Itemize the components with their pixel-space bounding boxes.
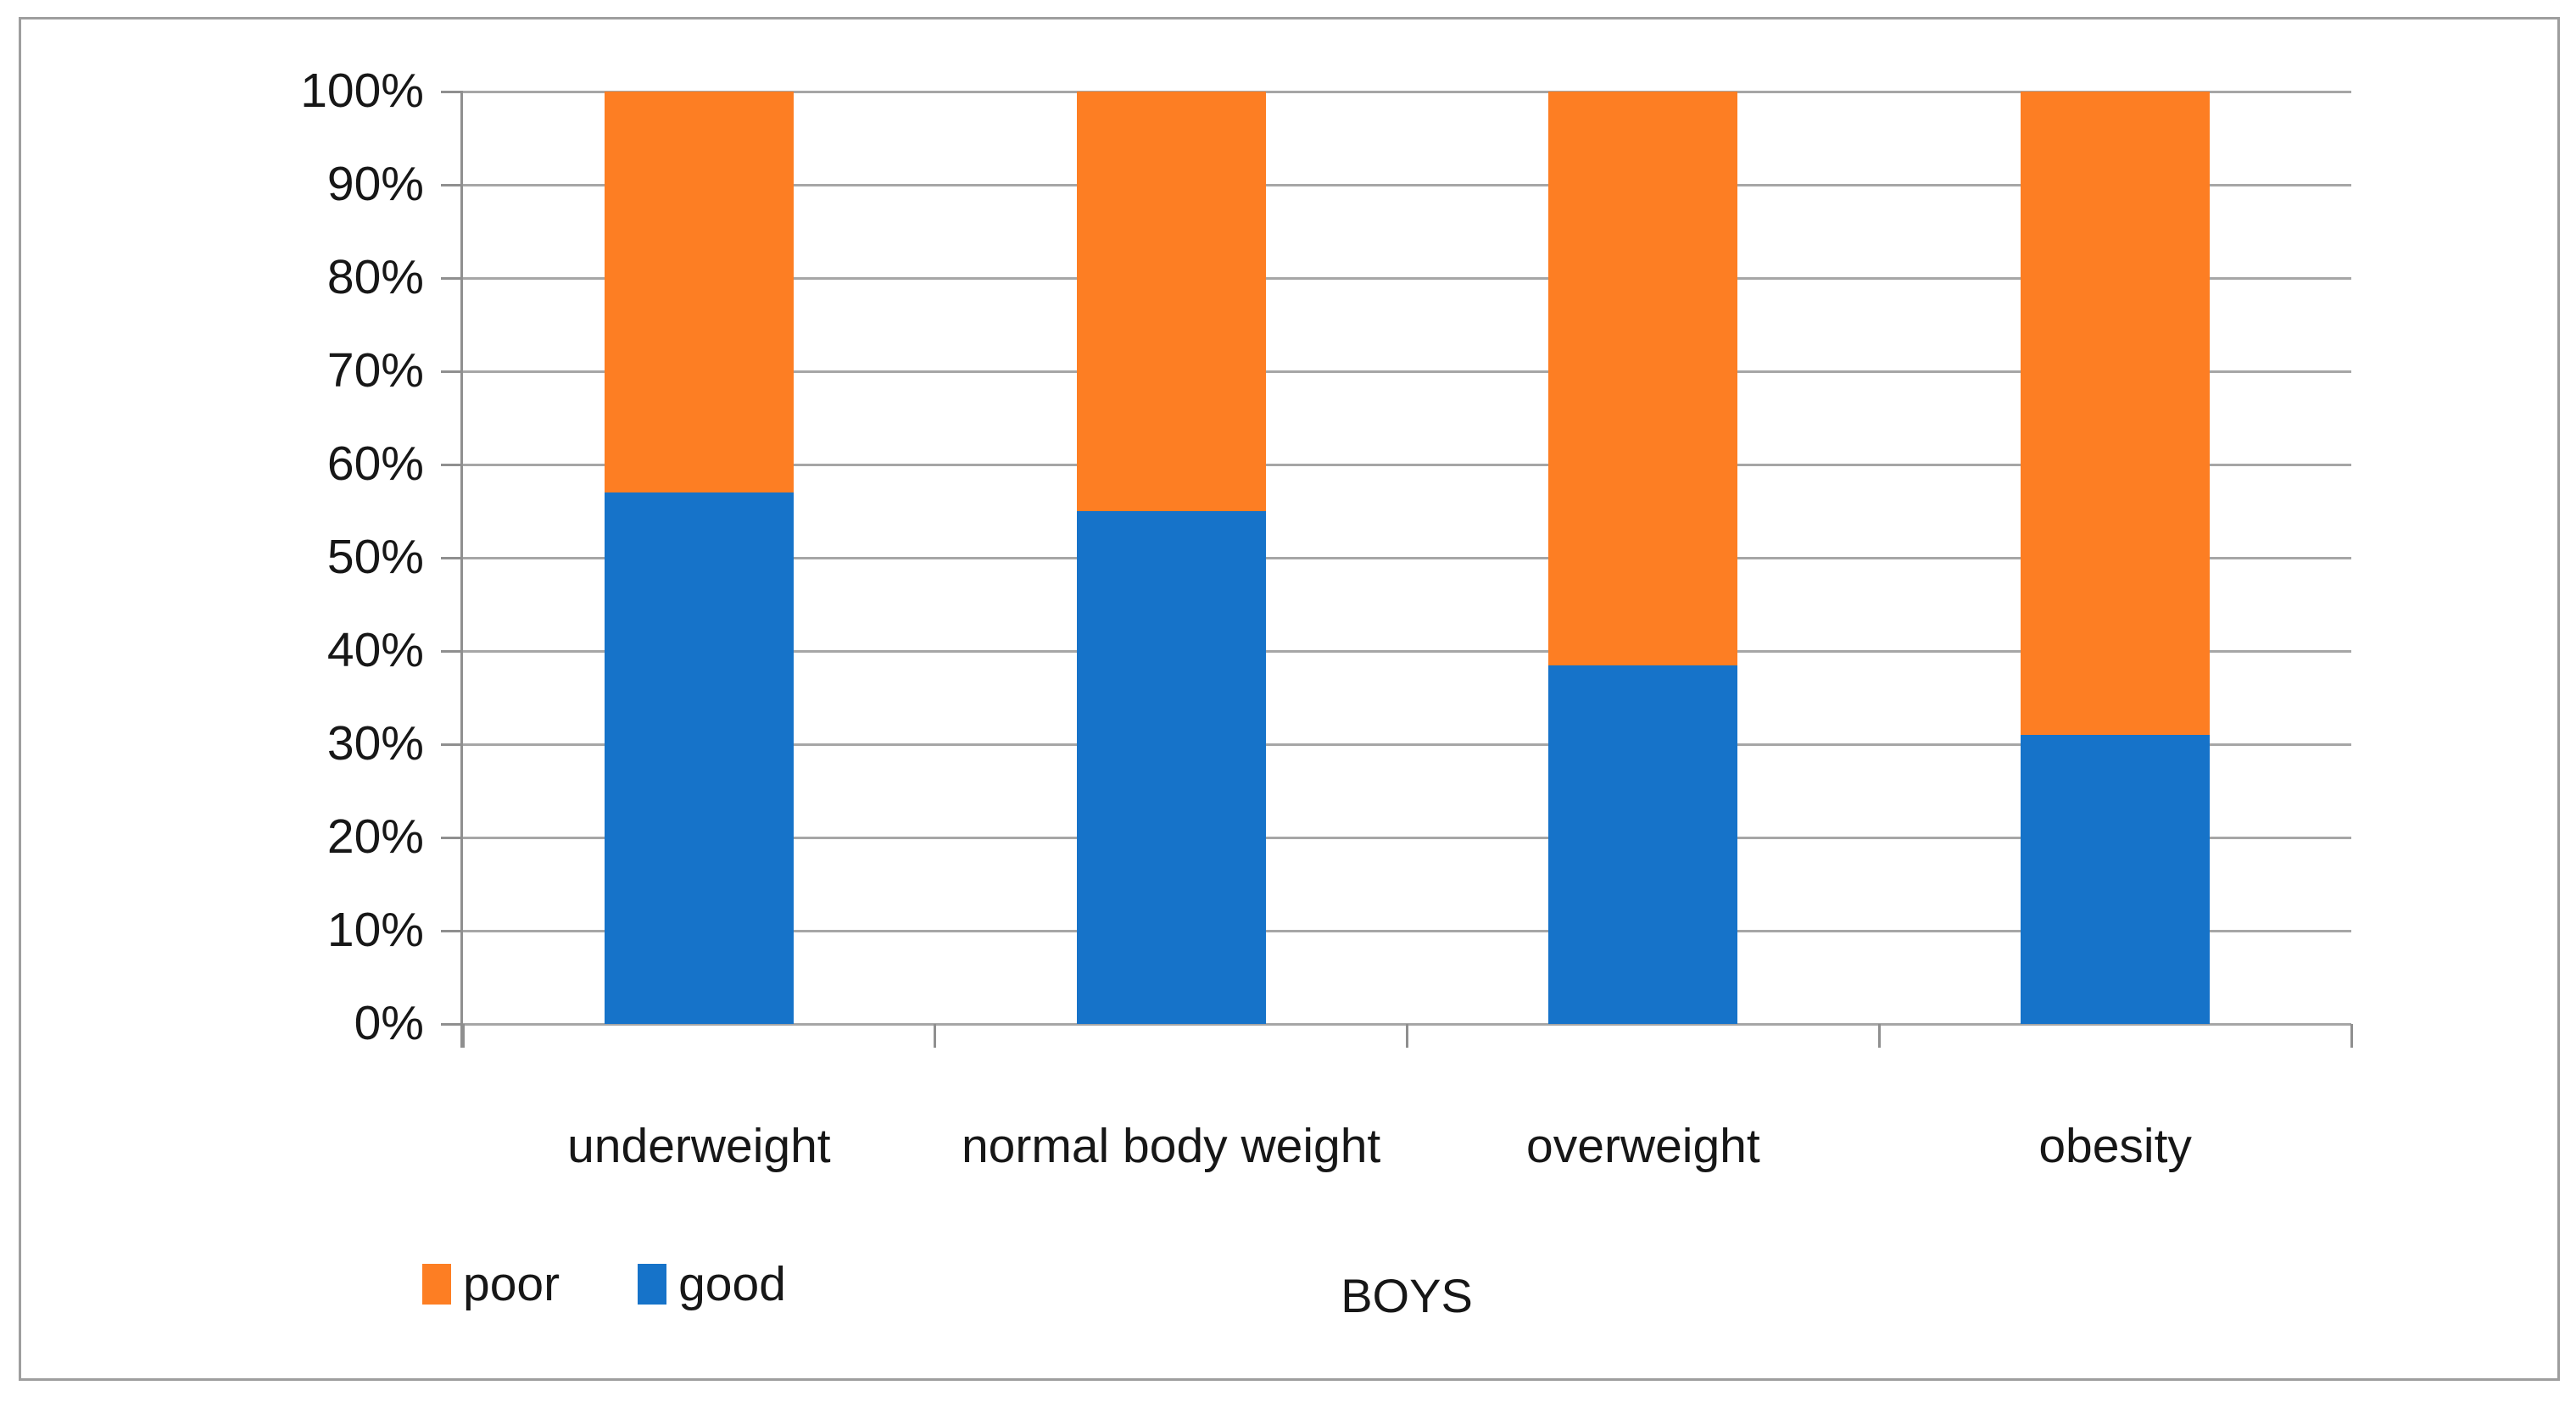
y-tick-label-60%: 60% xyxy=(326,437,424,491)
bar-segment-good-overweight xyxy=(1548,665,1738,1024)
bar-slot-overweight xyxy=(1408,92,1880,1024)
plot-area xyxy=(463,90,2351,1026)
bar-segment-good-obesity xyxy=(2021,735,2211,1024)
category-label-normal-body-weight: normal body weight xyxy=(961,1119,1381,1173)
y-axis-line xyxy=(460,92,463,1048)
y-tick-mark xyxy=(441,556,463,559)
bar-normal-body-weight xyxy=(1076,92,1266,1024)
y-tick-label-30%: 30% xyxy=(326,716,424,771)
gridline-100% xyxy=(463,90,2351,93)
gridline-60% xyxy=(463,463,2351,466)
bar-obesity xyxy=(2021,92,2211,1024)
gridline-50% xyxy=(463,556,2351,559)
bar-slot-underweight xyxy=(463,92,935,1024)
gridline-30% xyxy=(463,743,2351,746)
bar-segment-good-underweight xyxy=(604,492,794,1024)
category-boundary-tick xyxy=(1406,1024,1408,1048)
category-label-overweight: overweight xyxy=(1526,1119,1760,1173)
y-tick-label-70%: 70% xyxy=(326,343,424,398)
gridline-70% xyxy=(463,370,2351,373)
y-tick-mark xyxy=(441,463,463,466)
category-boundary-tick xyxy=(461,1024,465,1048)
legend: poor good xyxy=(422,1256,786,1312)
y-tick-label-90%: 90% xyxy=(326,157,424,211)
bar-underweight xyxy=(604,92,794,1024)
y-tick-mark xyxy=(441,1022,463,1026)
category-boundary-tick xyxy=(2350,1024,2353,1048)
y-tick-label-50%: 50% xyxy=(326,530,424,584)
bar-overweight xyxy=(1548,92,1738,1024)
bar-segment-poor-underweight xyxy=(604,92,794,492)
category-label-underweight: underweight xyxy=(567,1119,831,1173)
x-axis-title: BOYS xyxy=(1341,1269,1473,1322)
y-tick-mark xyxy=(441,370,463,373)
y-tick-mark xyxy=(441,276,463,280)
y-tick-mark xyxy=(441,929,463,932)
legend-swatch-poor xyxy=(422,1264,451,1305)
gridline-20% xyxy=(463,836,2351,839)
y-tick-label-20%: 20% xyxy=(326,809,424,864)
bar-slot-normal-body-weight xyxy=(935,92,1408,1024)
legend-item-good: good xyxy=(638,1256,786,1312)
bar-segment-good-normal-body-weight xyxy=(1076,511,1266,1024)
category-boundary-tick xyxy=(1877,1024,1881,1048)
gridline-80% xyxy=(463,276,2351,280)
y-tick-label-0%: 0% xyxy=(354,996,424,1050)
legend-item-poor: poor xyxy=(422,1256,560,1312)
y-tick-mark xyxy=(441,836,463,839)
legend-label-poor: poor xyxy=(463,1257,560,1311)
bar-segment-poor-obesity xyxy=(2021,92,2211,735)
y-tick-label-80%: 80% xyxy=(326,250,424,304)
bar-segment-poor-overweight xyxy=(1548,92,1738,665)
y-tick-mark xyxy=(441,90,463,93)
legend-swatch-good xyxy=(638,1264,667,1305)
bar-segment-poor-normal-body-weight xyxy=(1076,92,1266,511)
category-label-obesity: obesity xyxy=(2038,1119,2192,1173)
y-tick-label-100%: 100% xyxy=(300,64,424,118)
legend-label-good: good xyxy=(678,1257,786,1311)
gridline-10% xyxy=(463,929,2351,932)
gridline-40% xyxy=(463,649,2351,653)
gridline-90% xyxy=(463,183,2351,186)
category-boundary-tick xyxy=(934,1024,937,1048)
y-tick-label-40%: 40% xyxy=(326,623,424,677)
bar-slot-obesity xyxy=(1879,92,2351,1024)
y-tick-mark xyxy=(441,743,463,746)
y-tick-label-10%: 10% xyxy=(326,903,424,957)
y-tick-mark xyxy=(441,649,463,653)
y-tick-mark xyxy=(441,183,463,186)
